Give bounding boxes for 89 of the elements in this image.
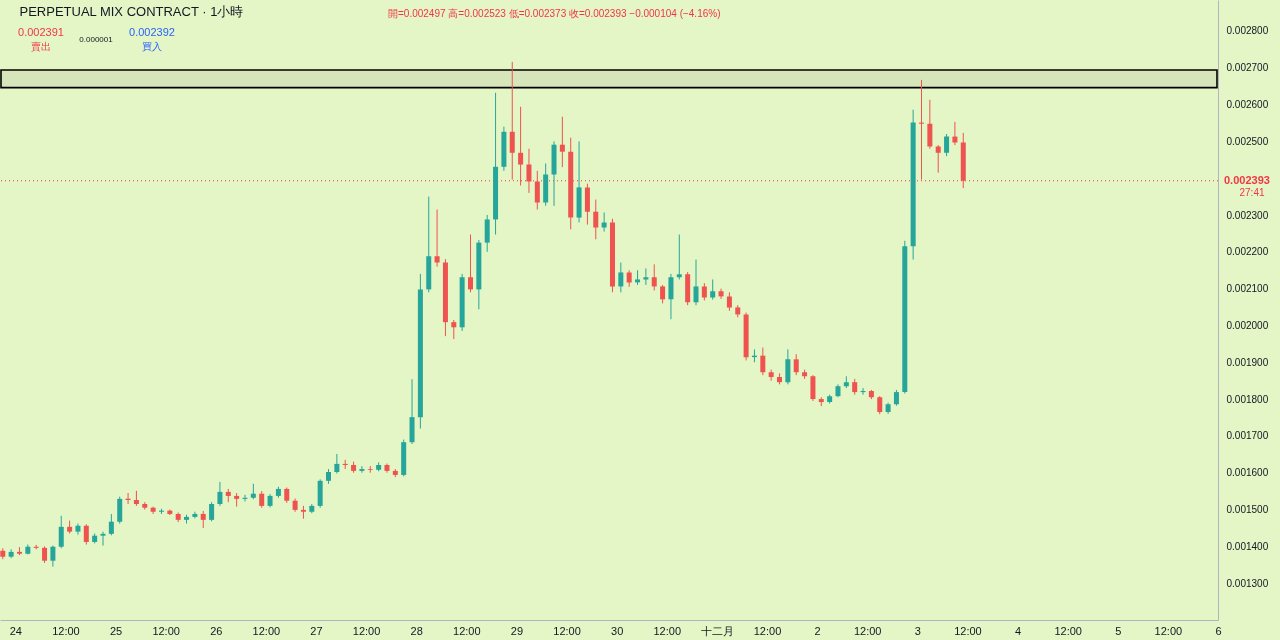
candlestick <box>643 267 649 286</box>
candlestick <box>693 259 699 306</box>
x-tick-label: 3 <box>914 624 921 637</box>
y-tick-label: 0.002200 <box>1226 246 1269 258</box>
candlestick <box>58 515 64 549</box>
y-tick-label: 0.002700 <box>1226 62 1269 74</box>
y-tick-label: 0.002000 <box>1226 319 1269 331</box>
y-tick-label: 0.002300 <box>1226 209 1269 221</box>
candlestick <box>935 144 941 174</box>
candlestick <box>50 545 56 568</box>
candlestick <box>359 465 365 474</box>
x-tick-label: 28 <box>410 624 423 637</box>
x-tick-label: 12:00 <box>352 624 381 637</box>
y-tick-label: 0.001500 <box>1226 504 1269 516</box>
candlestick <box>334 453 340 474</box>
candlestick <box>651 263 657 291</box>
x-tick-label: 26 <box>210 624 223 637</box>
annotation: 0.000001 <box>79 35 114 44</box>
x-tick-label: 12:00 <box>453 624 481 637</box>
y-tick-label: 0.002800 <box>1226 25 1269 37</box>
candlestick <box>927 99 933 150</box>
y-tick-label: 0.002600 <box>1226 99 1269 111</box>
candlestick <box>108 513 114 536</box>
candlestick <box>559 116 565 168</box>
y-tick-label: 0.001400 <box>1226 540 1269 552</box>
candlestick <box>75 523 81 536</box>
ref-line-label: 0.002393 <box>1224 173 1270 186</box>
candlestick <box>601 211 607 233</box>
x-tick-label: 12:00 <box>1154 624 1183 637</box>
candlestick <box>760 347 766 376</box>
x-tick-label: 24 <box>9 624 22 637</box>
annotation: 買入 <box>142 41 162 52</box>
y-tick-label: 0.002100 <box>1226 283 1269 295</box>
candlestick <box>509 61 515 181</box>
annotation: 0.002391 <box>18 26 64 38</box>
candlestick <box>83 523 89 546</box>
x-tick-label: 12:00 <box>753 624 782 637</box>
candlestick <box>785 348 791 385</box>
candlestick <box>593 199 599 240</box>
candlestick <box>668 273 674 320</box>
x-tick-label: 12:00 <box>553 624 581 637</box>
x-tick-label: 12:00 <box>252 624 281 637</box>
candlestick <box>944 133 950 157</box>
candlestick <box>793 353 799 376</box>
candlestick <box>526 148 532 194</box>
candlestick <box>434 208 440 268</box>
candlestick <box>877 395 883 415</box>
candlestick <box>534 170 540 210</box>
x-tick-label: 29 <box>510 624 524 637</box>
x-tick-label: 25 <box>109 624 123 637</box>
candlestick <box>209 501 215 522</box>
candlestick <box>618 262 624 293</box>
x-tick-label: 12:00 <box>152 624 180 637</box>
x-tick-label: 30 <box>611 624 624 637</box>
y-tick-label: 0.001300 <box>1226 577 1269 589</box>
x-tick-label: 12:00 <box>1054 624 1082 637</box>
x-tick-label: 6 <box>1215 624 1222 637</box>
annotation: 開=0.002497 高=0.002523 低=0.002373 收=0.002393 −0.000104 (−4.16%) <box>388 8 721 19</box>
candlestick <box>100 531 106 547</box>
candlestick <box>810 374 816 402</box>
candlestick <box>484 214 490 253</box>
y-tick-label: 0.001600 <box>1226 467 1269 479</box>
x-tick-label: 12:00 <box>52 624 80 637</box>
candlestick <box>718 288 724 300</box>
candlestick <box>676 234 682 280</box>
x-tick-label: 5 <box>1115 624 1122 637</box>
y-tick-label: 0.001800 <box>1226 393 1269 405</box>
y-tick-label: 0.001700 <box>1226 430 1269 442</box>
candlestick <box>660 284 666 304</box>
candlestick <box>467 234 473 293</box>
x-tick-label: 12:00 <box>653 624 682 637</box>
candlestick <box>710 278 716 301</box>
annotation: 賣出 <box>31 41 51 52</box>
chart-title: PERPETUAL MIX CONTRACT · 1小時 <box>19 4 244 19</box>
x-tick-label: 十二月 <box>700 624 734 637</box>
x-tick-label: 12:00 <box>954 624 982 637</box>
y-tick-label: 0.001900 <box>1226 356 1269 368</box>
candlestick <box>117 496 123 525</box>
annotation: 0.002392 <box>129 26 175 38</box>
x-tick-label: 12:00 <box>853 624 882 637</box>
x-tick-label: 4 <box>1014 624 1022 637</box>
candlestick <box>726 291 732 312</box>
y-tick-label: 0.002500 <box>1226 135 1269 147</box>
text: 27:41 <box>1239 187 1265 198</box>
x-tick-label: 2 <box>814 624 821 637</box>
candlestick <box>451 319 457 340</box>
candlestick <box>518 106 524 187</box>
x-tick-label: 27 <box>310 624 323 637</box>
candlestick <box>217 481 223 507</box>
